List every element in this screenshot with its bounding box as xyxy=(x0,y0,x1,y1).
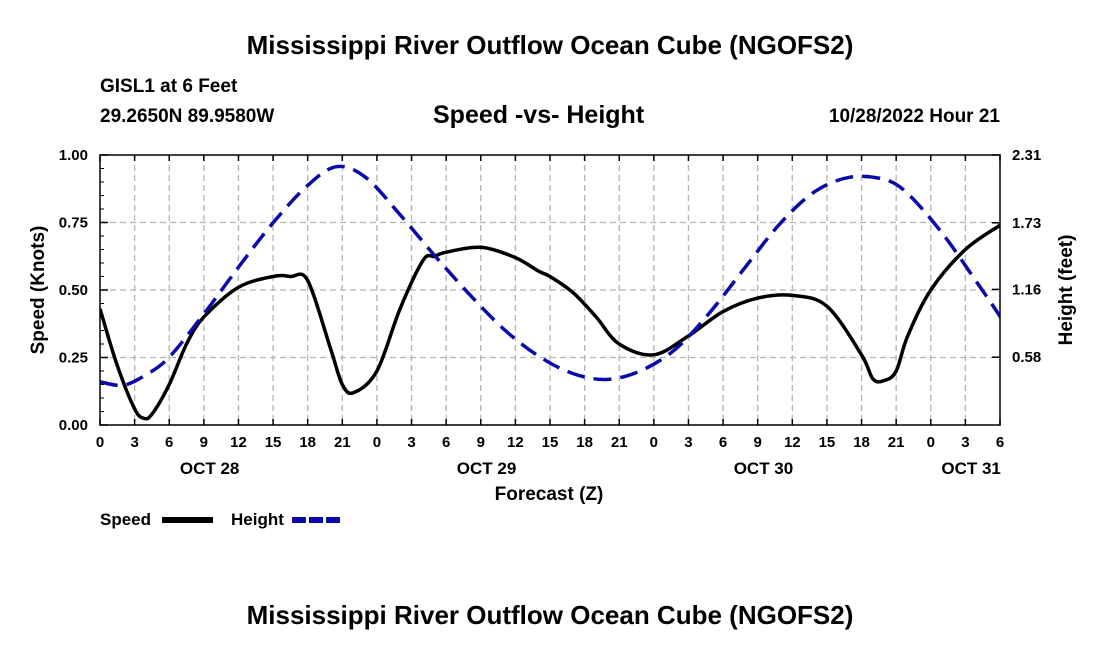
x-tick-label: 15 xyxy=(542,434,559,451)
y-axis-label: Speed (Knots) xyxy=(28,226,49,355)
legend-label-speed: Speed xyxy=(100,510,151,529)
x-tick-label: 18 xyxy=(299,434,316,451)
station-label: GISL1 at 6 Feet xyxy=(100,76,238,97)
x-tick-label: 0 xyxy=(650,434,658,451)
height-series-line xyxy=(100,164,1000,388)
x-tick-label: 0 xyxy=(927,434,935,451)
x-tick-label: 3 xyxy=(130,434,138,451)
y-tick-label: 0.50 xyxy=(59,282,88,299)
y2-tick-label: 1.16 xyxy=(1012,281,1041,298)
x-tick-label: 21 xyxy=(888,434,905,451)
x-tick-label: 18 xyxy=(853,434,870,451)
y2-axis-label: Height (feet) xyxy=(1056,235,1077,346)
x-tick-label: 0 xyxy=(96,434,104,451)
y-tick-label: 0.25 xyxy=(59,350,88,367)
y2-tick-label: 2.31 xyxy=(1012,147,1041,164)
x-axis-label: Forecast (Z) xyxy=(495,484,604,505)
x-tick-label: 3 xyxy=(684,434,692,451)
date-label: OCT 31 xyxy=(941,459,1001,478)
x-tick-label: 12 xyxy=(230,434,247,451)
page-title-bottom: Mississippi River Outflow Ocean Cube (NG… xyxy=(246,600,854,630)
x-tick-label: 15 xyxy=(265,434,282,451)
y-tick-label: 0.75 xyxy=(59,215,88,232)
legend-label-height: Height xyxy=(231,510,284,529)
legend: Speed Height xyxy=(100,510,343,529)
forecast-datetime: 10/28/2022 Hour 21 xyxy=(828,106,1000,127)
x-tick-label: 3 xyxy=(407,434,415,451)
x-tick-label: 9 xyxy=(477,434,485,451)
x-tick-label: 18 xyxy=(576,434,593,451)
station-coordinates: 29.2650N 89.9580W xyxy=(100,106,275,127)
x-tick-label: 9 xyxy=(754,434,762,451)
y2-tick-label: 0.58 xyxy=(1012,349,1041,366)
chart-title: Speed -vs- Height xyxy=(433,101,645,129)
y-tick-label: 1.00 xyxy=(59,147,88,164)
page-title: Mississippi River Outflow Ocean Cube (NG… xyxy=(246,30,854,60)
date-label: OCT 29 xyxy=(457,459,517,478)
date-label: OCT 28 xyxy=(180,459,240,478)
y-tick-label: 0.00 xyxy=(59,417,88,434)
x-tick-label: 15 xyxy=(819,434,836,451)
x-tick-label: 12 xyxy=(507,434,524,451)
x-tick-label: 12 xyxy=(784,434,801,451)
x-tick-label: 21 xyxy=(334,434,351,451)
x-tick-label: 21 xyxy=(611,434,628,451)
x-tick-label: 0 xyxy=(373,434,381,451)
x-tick-label: 6 xyxy=(719,434,727,451)
y2-tick-label: 1.73 xyxy=(1012,215,1041,232)
date-label: OCT 30 xyxy=(734,459,794,478)
x-tick-label: 3 xyxy=(961,434,969,451)
x-tick-label: 6 xyxy=(442,434,450,451)
x-tick-label: 6 xyxy=(165,434,173,451)
x-tick-label: 6 xyxy=(996,434,1004,451)
x-tick-label: 9 xyxy=(200,434,208,451)
